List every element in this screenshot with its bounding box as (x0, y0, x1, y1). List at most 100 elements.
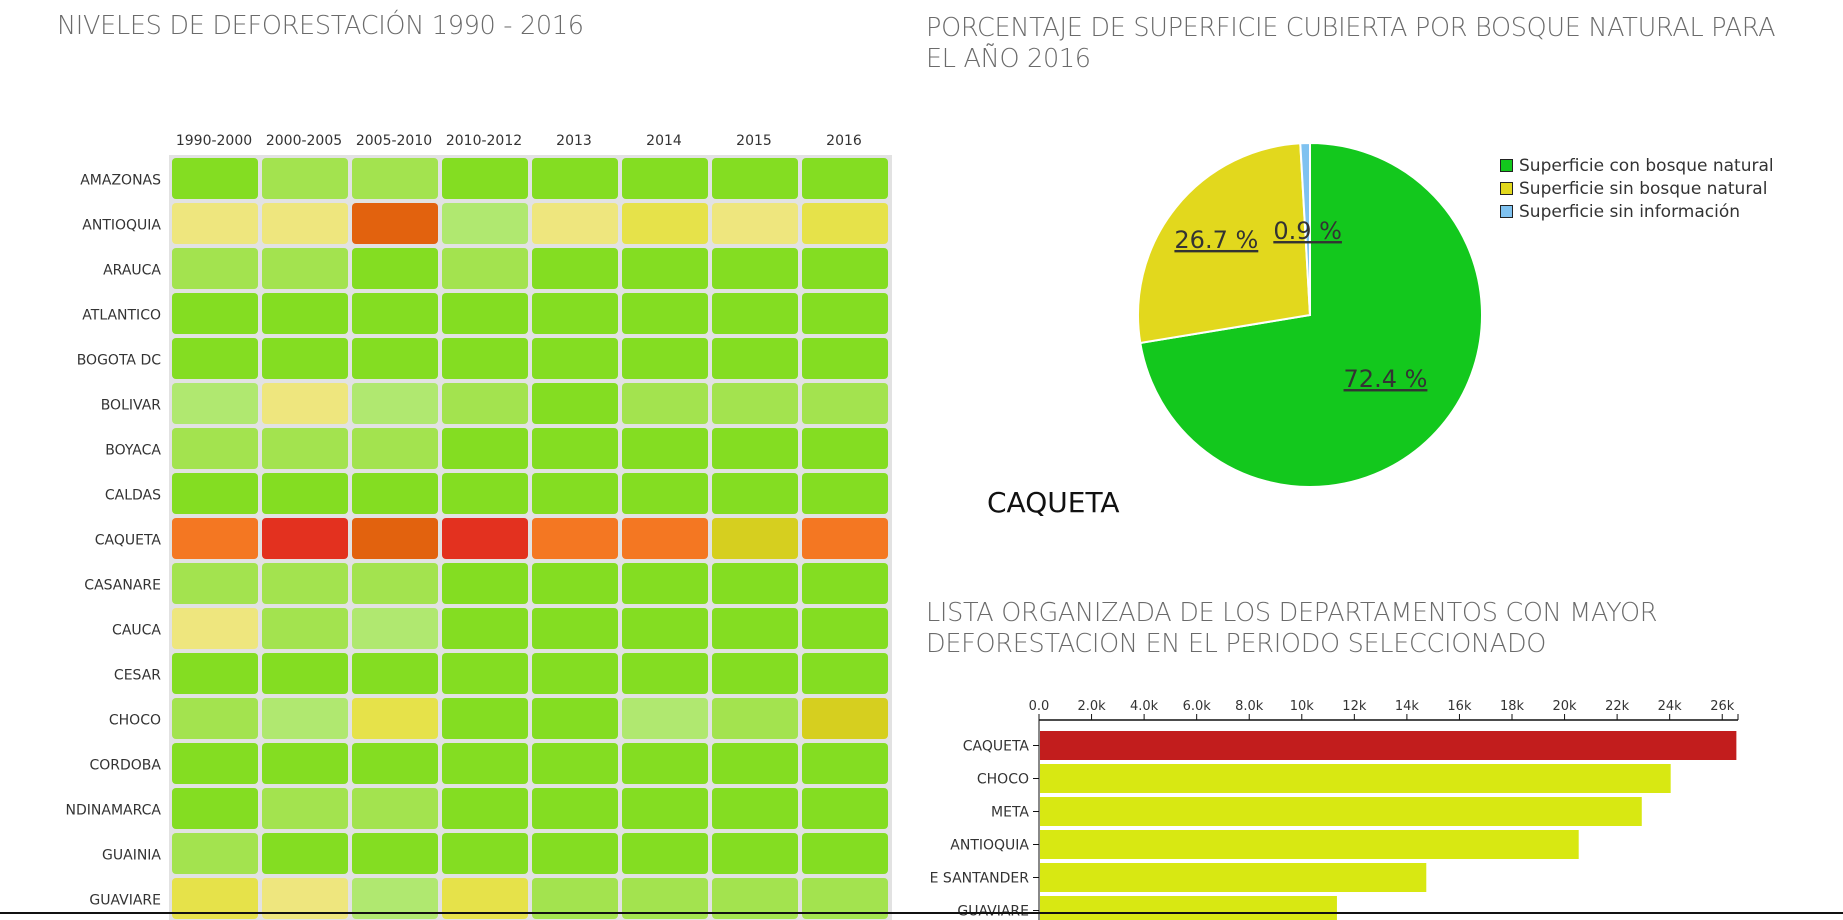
bar[interactable] (1040, 896, 1337, 920)
heatmap-cell[interactable] (802, 518, 888, 559)
heatmap-cell[interactable] (532, 248, 618, 289)
heatmap-cell[interactable] (262, 383, 348, 424)
heatmap-cell[interactable] (622, 293, 708, 334)
heatmap-cell[interactable] (172, 698, 258, 739)
heatmap-cell[interactable] (172, 653, 258, 694)
heatmap-cell[interactable] (622, 698, 708, 739)
heatmap-cell[interactable] (262, 428, 348, 469)
heatmap-cell[interactable] (172, 518, 258, 559)
heatmap-cell[interactable] (262, 203, 348, 244)
heatmap-cell[interactable] (622, 518, 708, 559)
heatmap-cell[interactable] (442, 473, 528, 514)
heatmap-cell[interactable] (442, 203, 528, 244)
heatmap-cell[interactable] (532, 383, 618, 424)
bar[interactable] (1040, 731, 1737, 760)
heatmap-cell[interactable] (532, 563, 618, 604)
pie-slice[interactable] (1139, 141, 1483, 488)
heatmap-cell[interactable] (442, 608, 528, 649)
heatmap-cell[interactable] (352, 383, 438, 424)
heatmap-cell[interactable] (802, 158, 888, 199)
heatmap-cell[interactable] (622, 383, 708, 424)
heatmap-cell[interactable] (712, 383, 798, 424)
heatmap-cell[interactable] (352, 203, 438, 244)
heatmap-cell[interactable] (712, 158, 798, 199)
heatmap-cell[interactable] (352, 248, 438, 289)
heatmap-cell[interactable] (712, 428, 798, 469)
heatmap-cell[interactable] (532, 203, 618, 244)
heatmap-cell[interactable] (712, 473, 798, 514)
heatmap-cell[interactable] (622, 788, 708, 829)
heatmap-cell[interactable] (172, 743, 258, 784)
heatmap-cell[interactable] (802, 293, 888, 334)
heatmap-cell[interactable] (172, 428, 258, 469)
heatmap-cell[interactable] (712, 338, 798, 379)
heatmap-cell[interactable] (262, 158, 348, 199)
heatmap-cell[interactable] (802, 788, 888, 829)
heatmap-cell[interactable] (712, 518, 798, 559)
legend-item-sin-informacion[interactable]: Superficie sin información (1500, 200, 1774, 223)
heatmap-cell[interactable] (802, 743, 888, 784)
legend-item-con-bosque[interactable]: Superficie con bosque natural (1500, 154, 1774, 177)
heatmap-cell[interactable] (172, 158, 258, 199)
heatmap-cell[interactable] (532, 698, 618, 739)
heatmap-cell[interactable] (532, 788, 618, 829)
heatmap-cell[interactable] (442, 158, 528, 199)
heatmap-cell[interactable] (172, 608, 258, 649)
heatmap-cell[interactable] (712, 788, 798, 829)
heatmap-cell[interactable] (532, 158, 618, 199)
heatmap-cell[interactable] (442, 428, 528, 469)
heatmap-cell[interactable] (622, 338, 708, 379)
heatmap-cell[interactable] (532, 428, 618, 469)
heatmap-cell[interactable] (262, 743, 348, 784)
heatmap-cell[interactable] (622, 743, 708, 784)
heatmap-cell[interactable] (262, 698, 348, 739)
heatmap-cell[interactable] (442, 248, 528, 289)
bar[interactable] (1040, 797, 1642, 826)
heatmap-cell[interactable] (352, 743, 438, 784)
heatmap-cell[interactable] (802, 473, 888, 514)
heatmap-cell[interactable] (712, 563, 798, 604)
heatmap-cell[interactable] (802, 248, 888, 289)
heatmap-cell[interactable] (622, 653, 708, 694)
heatmap-cell[interactable] (352, 833, 438, 874)
heatmap-cell[interactable] (442, 563, 528, 604)
heatmap-cell[interactable] (532, 608, 618, 649)
heatmap-cell[interactable] (712, 608, 798, 649)
heatmap-cell[interactable] (622, 878, 708, 919)
heatmap-cell[interactable] (532, 473, 618, 514)
heatmap-cell[interactable] (802, 383, 888, 424)
heatmap-cell[interactable] (442, 743, 528, 784)
heatmap-cell[interactable] (262, 833, 348, 874)
heatmap-cell[interactable] (712, 653, 798, 694)
heatmap-cell[interactable] (802, 338, 888, 379)
heatmap-cell[interactable] (352, 788, 438, 829)
heatmap-cell[interactable] (262, 518, 348, 559)
bar[interactable] (1040, 863, 1427, 892)
heatmap-cell[interactable] (442, 653, 528, 694)
pie-slice[interactable] (1299, 141, 1311, 316)
heatmap-cell[interactable] (712, 743, 798, 784)
heatmap-cell[interactable] (622, 203, 708, 244)
heatmap-cell[interactable] (622, 428, 708, 469)
heatmap-cell[interactable] (262, 653, 348, 694)
heatmap-cell[interactable] (352, 293, 438, 334)
heatmap-cell[interactable] (802, 608, 888, 649)
bar[interactable] (1040, 764, 1671, 793)
heatmap-cell[interactable] (352, 158, 438, 199)
heatmap-cell[interactable] (262, 248, 348, 289)
pie-slice[interactable] (1137, 142, 1312, 345)
heatmap-cell[interactable] (442, 788, 528, 829)
heatmap-cell[interactable] (532, 878, 618, 919)
heatmap-cell[interactable] (442, 878, 528, 919)
heatmap-cell[interactable] (622, 608, 708, 649)
heatmap-cell[interactable] (172, 833, 258, 874)
heatmap-cell[interactable] (352, 428, 438, 469)
heatmap-cell[interactable] (172, 248, 258, 289)
heatmap-cell[interactable] (712, 833, 798, 874)
heatmap-cell[interactable] (262, 878, 348, 919)
heatmap-cell[interactable] (172, 563, 258, 604)
heatmap-cell[interactable] (352, 518, 438, 559)
heatmap-cell[interactable] (802, 653, 888, 694)
heatmap-cell[interactable] (622, 563, 708, 604)
heatmap-cell[interactable] (442, 833, 528, 874)
